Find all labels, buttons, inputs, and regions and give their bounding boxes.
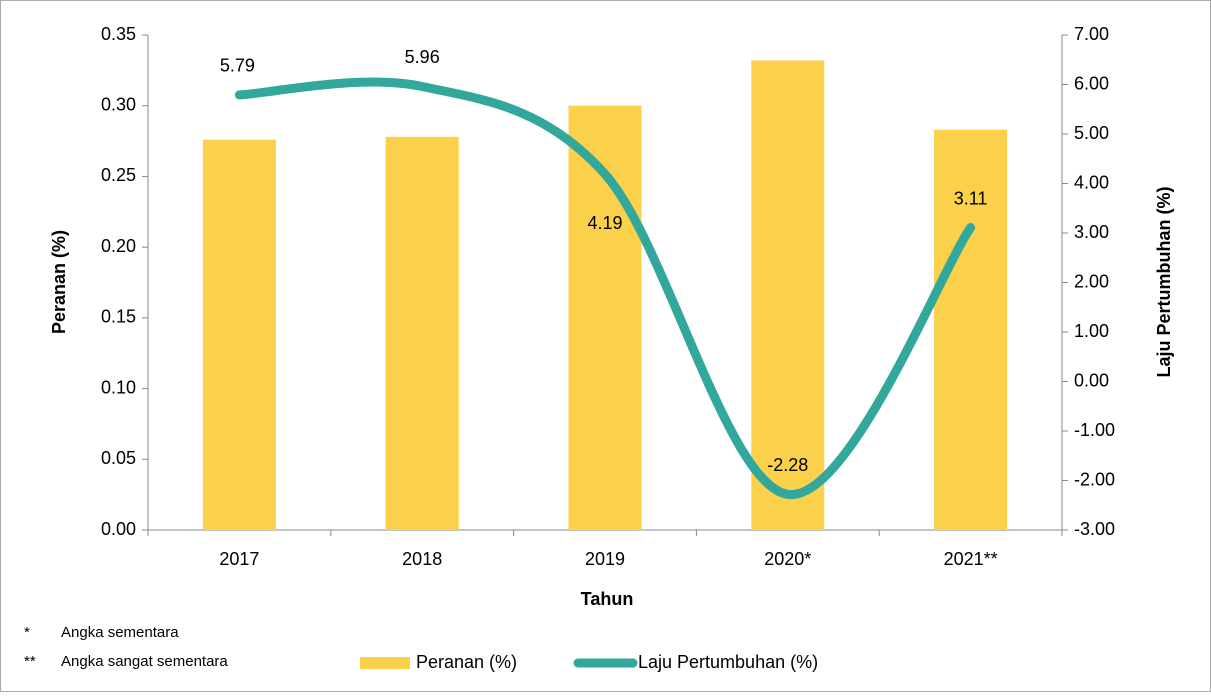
footnote-text: Angka sementara [61,624,179,641]
footnote-mark: * [24,624,30,641]
x-tick-label: 2020* [764,549,811,569]
data-label: 5.96 [405,47,440,67]
data-label: 5.79 [220,56,255,76]
y-tick-label: 0.30 [101,94,136,114]
legend-label: Laju Pertumbuhan (%) [638,652,818,672]
y-tick-label: 0.25 [101,165,136,185]
x-tick-label: 2017 [219,549,259,569]
y2-tick-label: -3.00 [1074,519,1115,539]
y-tick-label: 0.00 [101,519,136,539]
y-tick-label: 0.10 [101,377,136,397]
y2-tick-label: 4.00 [1074,172,1109,192]
y2-tick-label: 6.00 [1074,73,1109,93]
bar [385,136,459,531]
legend-label: Peranan (%) [416,652,517,672]
y2-tick-label: 1.00 [1074,321,1109,341]
x-tick-label: 2019 [585,549,625,569]
y-tick-label: 0.15 [101,307,136,327]
data-label: 3.11 [954,188,988,208]
y2-tick-label: 3.00 [1074,222,1109,242]
y2-tick-label: -2.00 [1074,469,1115,489]
y2-axis-title: Laju Pertumbuhan (%) [1154,186,1174,377]
data-label: -2.28 [767,455,808,475]
y-axis-title: Peranan (%) [49,230,69,334]
footnote-text: Angka sangat sementara [61,653,228,670]
y-tick-label: 0.35 [101,24,136,44]
bar [751,60,825,530]
y-tick-label: 0.20 [101,236,136,256]
x-tick-label: 2018 [402,549,442,569]
bar [202,139,276,530]
y2-tick-label: -1.00 [1074,420,1115,440]
y2-tick-label: 0.00 [1074,370,1109,390]
bar [934,129,1008,530]
y2-tick-label: 5.00 [1074,123,1109,143]
y2-tick-label: 7.00 [1074,24,1109,44]
line [234,77,976,499]
footnote-mark: ** [24,653,36,670]
x-tick-label: 2021** [944,549,998,569]
y-tick-label: 0.05 [101,448,136,468]
x-axis-title: Tahun [581,589,634,609]
data-label: 4.19 [587,213,622,233]
legend-swatch [360,657,410,669]
y2-tick-label: 2.00 [1074,271,1109,291]
